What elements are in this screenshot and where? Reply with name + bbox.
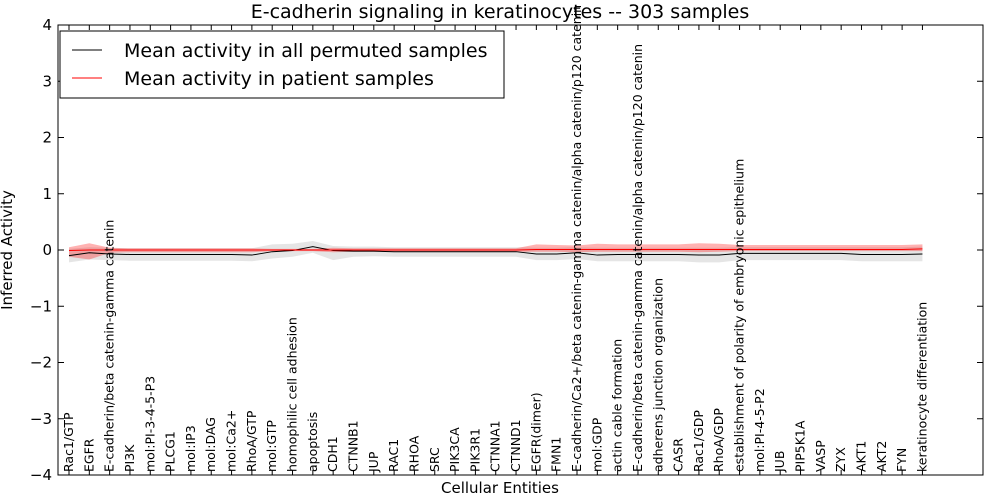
x-tick-label: E-cadherin/beta catenin-gamma catenin	[102, 220, 117, 472]
x-tick-label: JUP	[366, 451, 381, 473]
legend-frame	[59, 30, 505, 99]
y-tick-label: −4	[30, 466, 52, 484]
x-axis-label: Cellular Entities	[441, 479, 559, 497]
x-tick-label: homophilic cell adhesion	[285, 317, 300, 472]
x-tick-label: actin cable formation	[610, 339, 625, 472]
x-tick-label: FYN	[894, 448, 909, 472]
y-tick-label: 2	[42, 129, 52, 147]
line-patient	[68, 248, 923, 252]
x-tick-label: AKT2	[874, 441, 889, 472]
x-tick-label: adherens junction organization	[650, 278, 665, 472]
x-tick-label: E-cadherin/beta catenin-gamma catenin/al…	[630, 44, 645, 472]
x-tick-label: mol:IP3	[183, 425, 198, 472]
x-tick-label: PIP5K1A	[793, 420, 808, 472]
x-axis-ticks: Rac1/GTP EGFR E-cadherin/beta catenin-gamm…	[61, 5, 929, 475]
x-tick-label: Rac1/GTP	[61, 412, 76, 472]
x-tick-label: EGFR	[81, 438, 96, 472]
y-tick-label: 4	[42, 16, 52, 34]
x-tick-label: mol:GTP	[264, 420, 279, 472]
x-tick-label: establishment of polarity of embryonic e…	[732, 159, 747, 472]
x-tick-label: mol:DAG	[203, 417, 218, 472]
x-tick-label: mol:Ca2+	[224, 410, 239, 472]
x-tick-label: keratinocyte differentiation	[914, 302, 929, 472]
legend: Mean activity in all permuted samples Me…	[59, 30, 505, 99]
x-tick-label: Rac1/GDP	[691, 410, 706, 472]
x-tick-label: CTNNA1	[488, 420, 503, 472]
x-tick-label: CTNNB1	[345, 420, 360, 472]
line-permuted	[68, 246, 923, 257]
x-tick-label: PIK3CA	[447, 427, 462, 472]
x-tick-label: PLCG1	[163, 431, 178, 472]
series-lines	[68, 246, 923, 257]
x-tick-label: E-cadherin/Ca2+/beta catenin-gamma caten…	[569, 5, 584, 472]
plot-frame	[57, 24, 984, 476]
x-tick-label: RhoA/GDP	[711, 408, 726, 472]
x-tick-label: RAC1	[386, 439, 401, 472]
y-axis-label: Inferred Activity	[0, 190, 16, 310]
x-tick-label: ZYX	[833, 447, 848, 472]
y-tick-label: −2	[30, 354, 52, 372]
chart-title: E-cadherin signaling in keratinocytes --…	[251, 1, 750, 23]
x-tick-label: AKT1	[853, 441, 868, 472]
x-tick-label: mol:GDP	[589, 417, 604, 472]
y-tick-label: 0	[42, 241, 52, 259]
x-tick-label: PIK3R1	[467, 428, 482, 472]
y-tick-label: 1	[42, 185, 52, 203]
y-tick-label: −3	[30, 410, 52, 428]
x-tick-label: CASR	[671, 438, 686, 472]
x-tick-label: JUB	[772, 451, 787, 473]
x-tick-label: SRC	[427, 447, 442, 472]
x-tick-label: mol:PI-4-5-P2	[752, 388, 767, 472]
legend-label-patient: Mean activity in patient samples	[124, 68, 434, 90]
x-tick-label: CDH1	[325, 436, 340, 472]
x-tick-label: VASP	[813, 440, 828, 472]
x-tick-label: CTNND1	[508, 419, 523, 472]
y-tick-label: 3	[42, 72, 52, 90]
x-tick-label: PI3K	[122, 444, 137, 472]
legend-label-permuted: Mean activity in all permuted samples	[124, 40, 487, 62]
y-axis-ticks: 4 3 2 1 0 −1 −2 −3 −4	[30, 16, 983, 484]
x-tick-label: mol:PI-3-4-5-P3	[142, 376, 157, 472]
y-tick-label: −1	[30, 297, 52, 315]
x-tick-label: apoptosis	[305, 412, 320, 472]
x-tick-label: EGFR(dimer)	[528, 392, 543, 472]
x-tick-label: FMN1	[549, 437, 564, 472]
x-tick-label: RhoA/GTP	[244, 410, 259, 472]
x-tick-label: RHOA	[406, 435, 421, 472]
